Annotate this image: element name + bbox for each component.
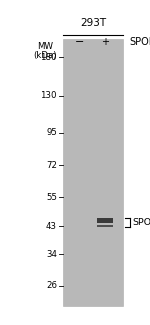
Text: 180: 180: [40, 53, 57, 62]
Text: +: +: [101, 37, 109, 47]
Text: 95: 95: [46, 128, 57, 137]
Text: (kDa): (kDa): [33, 51, 57, 60]
Text: 72: 72: [46, 161, 57, 170]
Text: 55: 55: [46, 193, 57, 202]
Text: −: −: [75, 37, 84, 47]
Bar: [97, 218, 113, 223]
Text: SPOP: SPOP: [132, 218, 150, 227]
Bar: [63, 39, 123, 306]
Text: 43: 43: [46, 222, 57, 231]
Text: 130: 130: [40, 91, 57, 100]
Text: 293T: 293T: [80, 18, 106, 28]
Text: MW: MW: [37, 42, 53, 51]
Text: 26: 26: [46, 281, 57, 290]
Text: SPOP: SPOP: [129, 37, 150, 47]
Text: 34: 34: [46, 250, 57, 259]
Bar: [97, 225, 113, 227]
